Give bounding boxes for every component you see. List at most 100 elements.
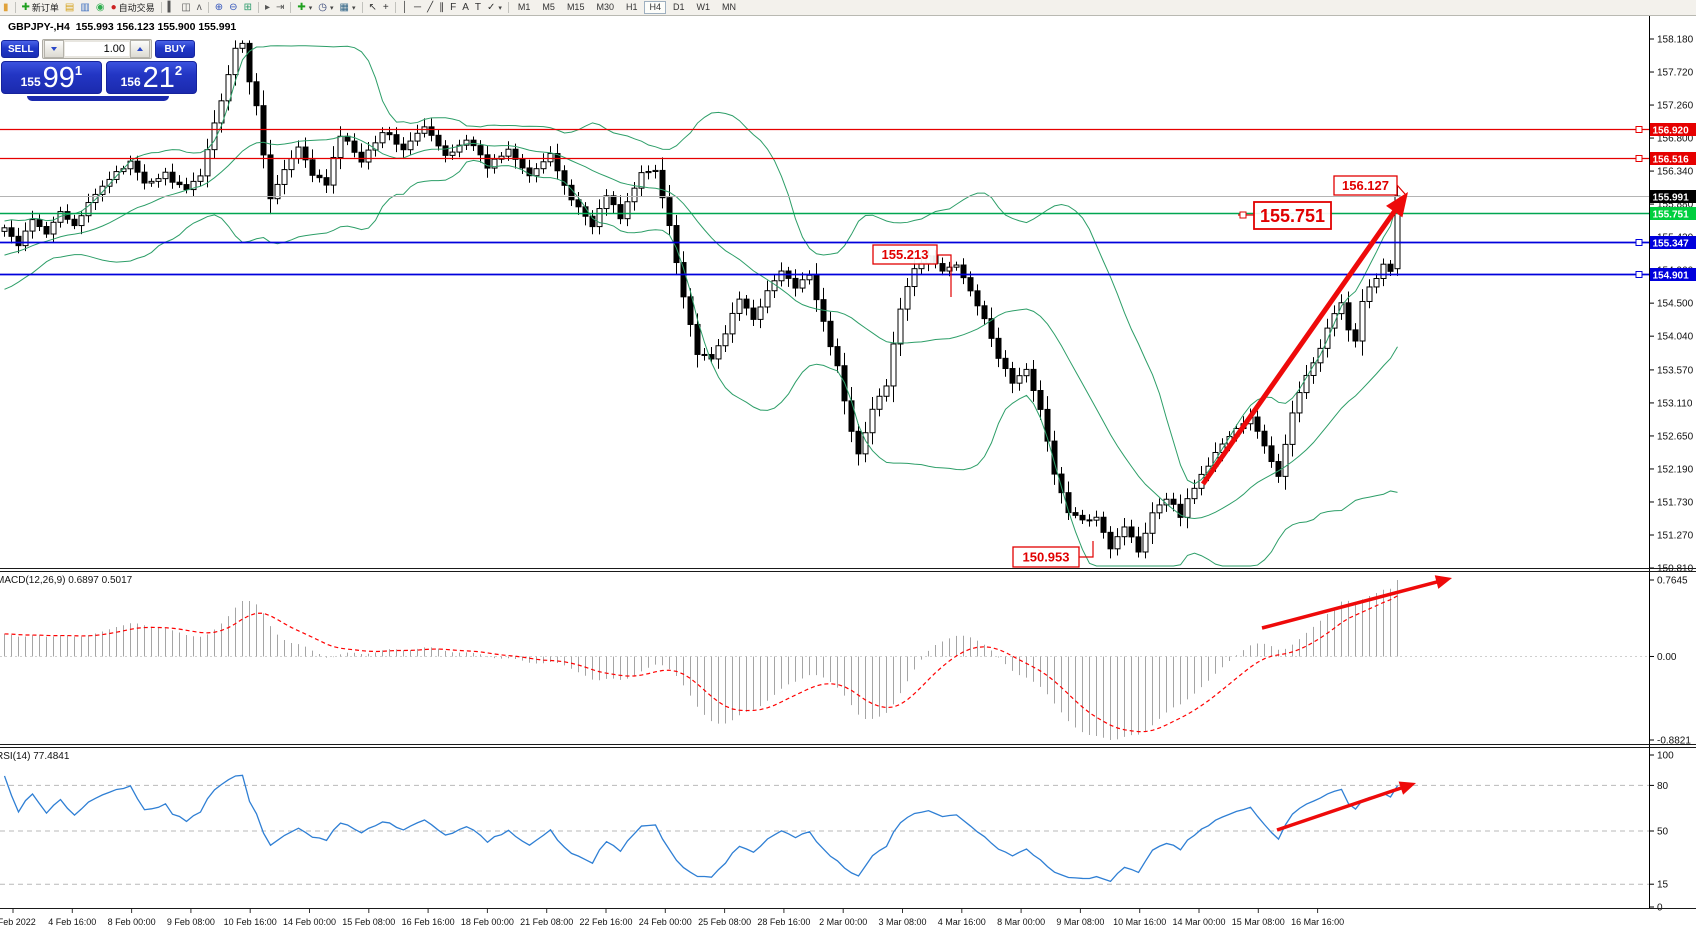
templates-button[interactable]: ▦ ▾ [337, 2, 359, 13]
arrows-button-dropdown[interactable]: ▾ [498, 4, 502, 12]
sell-button[interactable]: SELL [1, 40, 39, 58]
bar-chart-button[interactable]: ▍ [165, 2, 179, 13]
volume-spinbox [42, 39, 152, 59]
svg-text:157.260: 157.260 [1657, 101, 1694, 112]
svg-text:155.347: 155.347 [1653, 239, 1690, 250]
templates-button-dropdown[interactable]: ▾ [351, 4, 356, 12]
chart-quote-header: GBPJPY-,H4 155.993 156.123 155.900 155.9… [8, 21, 236, 33]
svg-text:15: 15 [1657, 880, 1669, 891]
sell-price-button[interactable]: 155 99 1 [1, 61, 102, 94]
new-order-button[interactable]: ✚ 新订单 [19, 1, 62, 14]
trend-arrow-main[interactable] [1200, 208, 1398, 486]
timeframe-h1[interactable]: H1 [625, 2, 638, 12]
timeframe-m15[interactable]: M15 [566, 2, 585, 12]
trend-arrow-macd[interactable] [1261, 579, 1439, 630]
timeframe-m5[interactable]: M5 [542, 2, 555, 12]
trendline-button-icon: ╱ [427, 1, 434, 13]
svg-text:155.880: 155.880 [1657, 200, 1694, 211]
indicators-button-dropdown[interactable]: ▾ [308, 4, 313, 12]
arrows-button[interactable]: ✓ ▾ [484, 2, 505, 13]
periods-button-icon: ◷ [318, 1, 328, 13]
timeframe-switcher: M1 M5 M15 M30 H1 H4 D1 W1 MN [512, 0, 742, 15]
cursor-button[interactable]: ↖ [366, 2, 380, 13]
svg-text:9 Feb 08:00: 9 Feb 08:00 [167, 917, 215, 927]
indicators-button[interactable]: ✚ ▾ [294, 2, 315, 13]
time-axis: 3 Feb 2022 4 Feb 16:00 8 Feb 00:00 9 Feb 08… [0, 909, 1344, 927]
annotations[interactable]: 155.213 150.953 155.751 156.127 [872, 175, 1452, 832]
volume-increase-button[interactable] [130, 40, 150, 58]
volume-decrease-button[interactable] [44, 40, 64, 58]
triangle-down-icon [51, 47, 57, 51]
bid-pips: 99 [42, 62, 75, 94]
candlestick-chart-button[interactable]: ◫ [178, 2, 193, 13]
toolbar-separator [394, 2, 396, 13]
svg-text:153.570: 153.570 [1657, 365, 1694, 376]
ask-integer: 156 [120, 75, 141, 89]
volume-input[interactable] [65, 42, 129, 56]
svg-text:3 Feb 2022: 3 Feb 2022 [0, 917, 36, 927]
zoom-in-button[interactable]: ⊕ [212, 2, 226, 13]
signals-button[interactable]: ◉ [93, 2, 108, 13]
text-button[interactable]: A [459, 2, 472, 13]
crosshair-button[interactable]: + [380, 2, 392, 13]
price-annotation-box[interactable] [872, 244, 938, 265]
svg-text:15 Feb 08:00: 15 Feb 08:00 [342, 917, 395, 927]
timeframe-mn[interactable]: MN [722, 2, 737, 12]
autotrading-button-label: 自动交易 [118, 3, 155, 13]
timeframe-h4[interactable]: H4 [644, 1, 666, 14]
macd-panel: 0.7645 0.00 -0.8821 MACD(12,26,9) 0.6897 0.… [0, 575, 1691, 747]
auto-scroll-button[interactable]: ▸ [262, 1, 273, 13]
price-annotation-box[interactable] [1333, 175, 1398, 196]
channel-button-icon: ∥ [439, 1, 445, 13]
market-watch-button[interactable]: ▤ [62, 2, 77, 13]
trendline-button[interactable]: ╱ [424, 1, 436, 13]
line-chart-button-icon: ʌ [196, 1, 202, 13]
svg-text:153.110: 153.110 [1657, 398, 1693, 409]
profiles-button[interactable]: ▥ [77, 1, 92, 13]
horizontal-levels[interactable]: 156.920 156.516 155.991 155.751 155.347 154.9… [0, 123, 1696, 282]
autotrading-button[interactable]: ● 自动交易 [108, 1, 158, 14]
svg-text:18 Feb 00:00: 18 Feb 00:00 [461, 917, 514, 927]
trend-arrow-rsi[interactable] [1276, 785, 1404, 832]
periods-button-dropdown[interactable]: ▾ [330, 4, 334, 12]
price-annotation-text: 155.213 [882, 247, 929, 262]
timeframe-d1[interactable]: D1 [673, 2, 685, 12]
horizontal-line-button[interactable]: ─ [411, 2, 424, 13]
partial-icon[interactable]: ▮ [0, 2, 12, 13]
candlesticks [1, 40, 1401, 559]
svg-text:4 Mar 16:00: 4 Mar 16:00 [938, 917, 986, 927]
timeframe-w1[interactable]: W1 [696, 2, 711, 12]
svg-text:154.040: 154.040 [1657, 332, 1694, 343]
symbol-period-label: GBPJPY-,H4 [8, 21, 70, 33]
svg-text:22 Feb 16:00: 22 Feb 16:00 [579, 917, 632, 927]
new-order-button-icon: ✚ [21, 1, 30, 13]
price-annotation-box[interactable] [1012, 546, 1080, 568]
svg-text:157.720: 157.720 [1657, 68, 1694, 79]
buy-button[interactable]: BUY [155, 40, 195, 58]
channel-button[interactable]: ∥ [436, 1, 447, 13]
toolbar-buttons: ▮ ✚ 新订单 ▤ ▥ ◉ ● 自动交易 ▍ ◫ ʌ ⊕ ⊖ ⊞ ▸ ⇥ ✚ ▾ ◷ ▾ ▦ ▾ ↖ + │ ─ ╱ ∥ F A T ✓ ▾ [0, 0, 512, 15]
buy-price-button[interactable]: 156 21 2 [105, 61, 197, 94]
zoom-out-button[interactable]: ⊖ [226, 1, 240, 13]
svg-text:9 Mar 08:00: 9 Mar 08:00 [1056, 917, 1104, 927]
price-annotation-box[interactable] [1253, 201, 1332, 230]
svg-text:158.180: 158.180 [1657, 35, 1694, 46]
svg-text:3 Mar 08:00: 3 Mar 08:00 [878, 917, 926, 927]
timeframe-m30[interactable]: M30 [596, 2, 614, 12]
vertical-line-button[interactable]: │ [399, 2, 411, 13]
profiles-button-icon: ▥ [80, 1, 90, 13]
periods-button[interactable]: ◷ ▾ [315, 1, 336, 13]
timeframe-m1[interactable]: M1 [517, 2, 531, 12]
auto-scroll-button-icon: ▸ [264, 1, 270, 13]
line-chart-button[interactable]: ʌ [194, 1, 205, 13]
zoom-out-button-icon: ⊖ [229, 1, 238, 13]
tile-windows-button[interactable]: ⊞ [241, 2, 255, 13]
chart-shift-button[interactable]: ⇥ [273, 2, 287, 13]
svg-text:4 Feb 16:00: 4 Feb 16:00 [48, 917, 96, 927]
toolbar: ▮ ✚ 新订单 ▤ ▥ ◉ ● 自动交易 ▍ ◫ ʌ ⊕ ⊖ ⊞ ▸ ⇥ ✚ ▾ ◷ ▾ ▦ ▾ ↖ + │ ─ ╱ ∥ F A T ✓ ▾ M… [0, 0, 1696, 16]
macd-signal-line [4, 595, 1398, 733]
fibonacci-button[interactable]: F [447, 2, 459, 13]
triangle-up-icon [137, 47, 143, 51]
label-button[interactable]: T [472, 2, 484, 13]
